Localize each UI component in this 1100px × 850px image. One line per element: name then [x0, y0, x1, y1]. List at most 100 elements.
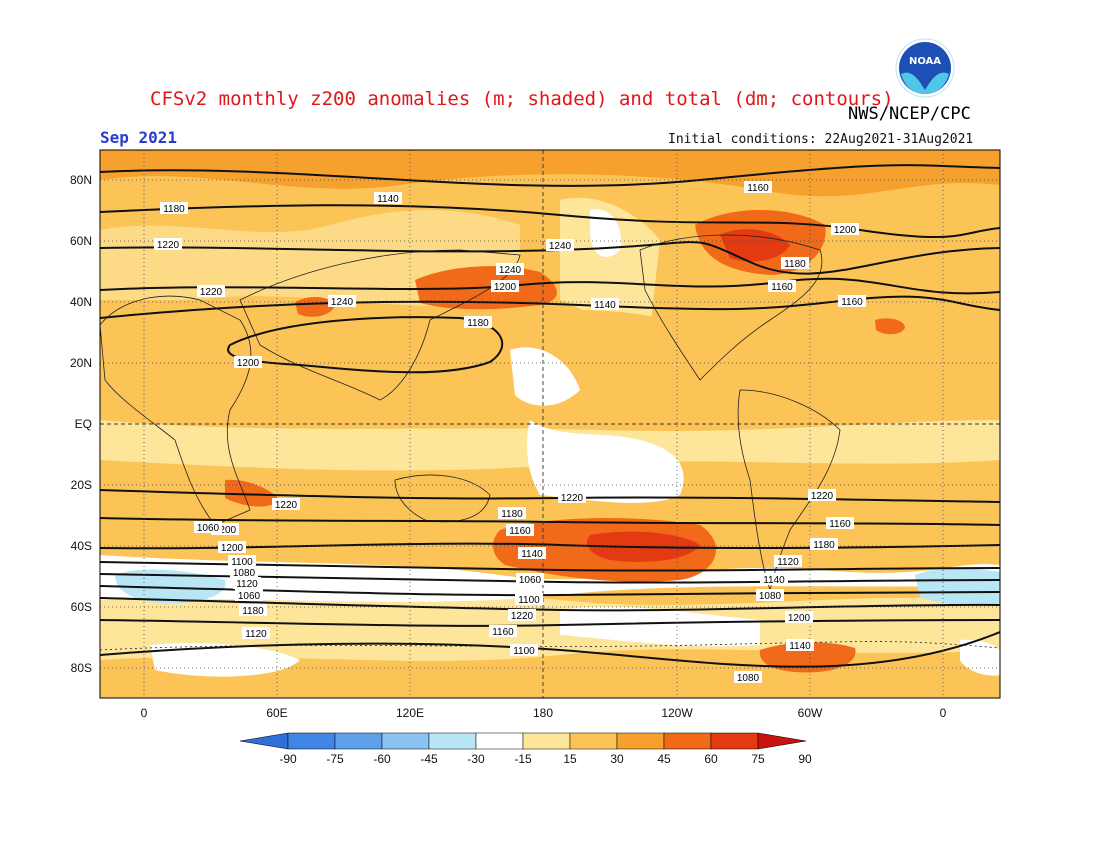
contour-label: 1200	[491, 280, 519, 293]
svg-text:1140: 1140	[521, 549, 543, 560]
map-frame	[99, 149, 1001, 699]
colorbar-label: 30	[610, 752, 624, 766]
colorbar-label: -30	[467, 752, 485, 766]
colorbar-label: 90	[798, 752, 812, 766]
contour-label: 1180	[239, 604, 267, 617]
contour-label: 1220	[154, 238, 182, 251]
contour-label: 1160	[826, 517, 854, 530]
contour-label: 1220	[272, 498, 300, 511]
contour-label: 1100	[515, 593, 543, 606]
svg-text:1200: 1200	[494, 282, 517, 293]
colorbar-label: -75	[326, 752, 344, 766]
contour-label: 1200	[234, 356, 262, 369]
contour-label: 1160	[489, 625, 517, 638]
lat-label: 60N	[70, 234, 92, 248]
colorbar-left-arrow	[239, 732, 289, 750]
noaa-logo: NOAA	[895, 38, 955, 98]
contour-label: 1060	[194, 521, 222, 534]
svg-text:1180: 1180	[242, 606, 264, 617]
svg-text:1200: 1200	[788, 613, 811, 624]
svg-text:1100: 1100	[231, 557, 253, 568]
svg-text:1220: 1220	[275, 500, 298, 511]
lat-label: 60S	[71, 600, 92, 614]
contour-label: 1220	[558, 491, 586, 504]
contour-label: 1180	[810, 538, 838, 551]
colorbar-swatch	[428, 732, 477, 750]
contour-label: 1060	[235, 589, 263, 602]
contour-label: 1140	[786, 639, 814, 652]
svg-text:1120: 1120	[777, 557, 799, 568]
contour-label: 1160	[744, 181, 772, 194]
colorbar-label: 75	[751, 752, 765, 766]
contour-label: 1200	[218, 541, 246, 554]
anomaly-field: 1140 1160 1180 1200 1220 1240 1240 1180 1200 1160…	[100, 150, 1000, 698]
svg-text:1060: 1060	[197, 523, 220, 534]
svg-text:1160: 1160	[841, 297, 863, 308]
agency-label: NWS/NCEP/CPC	[848, 104, 971, 124]
contour-label: 1220	[508, 609, 536, 622]
colorbar-swatch	[287, 732, 336, 750]
contour-label: 1120	[242, 627, 270, 640]
colorbar-swatch	[663, 732, 712, 750]
svg-text:1160: 1160	[771, 282, 793, 293]
svg-text:1060: 1060	[519, 575, 542, 586]
colorbar-swatch	[334, 732, 383, 750]
colorbar-label: -15	[514, 752, 532, 766]
svg-text:1120: 1120	[245, 629, 267, 640]
svg-text:1080: 1080	[759, 591, 782, 602]
colorbar-swatch	[475, 732, 524, 750]
svg-text:1240: 1240	[549, 241, 572, 252]
svg-text:1060: 1060	[238, 591, 261, 602]
lon-label: 120W	[661, 706, 693, 720]
colorbar-swatch	[616, 732, 665, 750]
svg-text:1080: 1080	[233, 568, 256, 579]
colorbar-swatch	[710, 732, 759, 750]
contour-label: 1160	[506, 524, 534, 537]
contour-label: 1100	[228, 555, 256, 568]
svg-text:1160: 1160	[492, 627, 514, 638]
contour-label: 1140	[374, 192, 402, 205]
contour-label: 1180	[498, 507, 526, 520]
contour-label: 1140	[518, 547, 546, 560]
lat-label: 40S	[71, 539, 92, 553]
svg-text:1220: 1220	[157, 240, 180, 251]
lon-label: 0	[940, 706, 947, 720]
contour-label: 1160	[768, 280, 796, 293]
contour-label: 1160	[838, 295, 866, 308]
svg-text:1220: 1220	[200, 287, 223, 298]
svg-text:1140: 1140	[789, 641, 811, 652]
lat-label: 40N	[70, 295, 92, 309]
svg-text:1200: 1200	[214, 525, 237, 536]
svg-text:1240: 1240	[499, 265, 522, 276]
svg-text:1220: 1220	[811, 491, 834, 502]
svg-text:1200: 1200	[834, 225, 857, 236]
svg-text:1200: 1200	[237, 358, 260, 369]
svg-text:1140: 1140	[763, 575, 785, 586]
colorbar	[239, 732, 807, 750]
contour-label: 1080	[230, 566, 258, 579]
colorbar-right-arrow	[757, 732, 807, 750]
contour-label: 1100	[510, 644, 538, 657]
contour-label: 1220	[808, 489, 836, 502]
lat-label: 80N	[70, 173, 92, 187]
initial-conditions-label: Initial conditions: 22Aug2021-31Aug2021	[668, 132, 974, 147]
contour-label: 1240	[496, 263, 524, 276]
contour-label: 1120	[774, 555, 802, 568]
contour-label: 1240	[546, 239, 574, 252]
lat-label: 20S	[71, 478, 92, 492]
lon-label: 0	[141, 706, 148, 720]
logo-text: NOAA	[909, 56, 941, 67]
svg-text:1180: 1180	[813, 540, 835, 551]
svg-text:1180: 1180	[467, 318, 489, 329]
lon-label: 120E	[396, 706, 424, 720]
contour-label: 1200	[831, 223, 859, 236]
contour-label: 1080	[756, 589, 784, 602]
colorbar-swatch	[381, 732, 430, 750]
colorbar-swatch	[522, 732, 571, 750]
contour-label: 1220	[197, 285, 225, 298]
chart-title: CFSv2 monthly z200 anomalies (m; shaded)…	[150, 88, 894, 110]
lat-label: 80S	[71, 661, 92, 675]
contour-label: 1060	[516, 573, 544, 586]
svg-text:1100: 1100	[513, 646, 535, 657]
svg-text:1220: 1220	[511, 611, 534, 622]
